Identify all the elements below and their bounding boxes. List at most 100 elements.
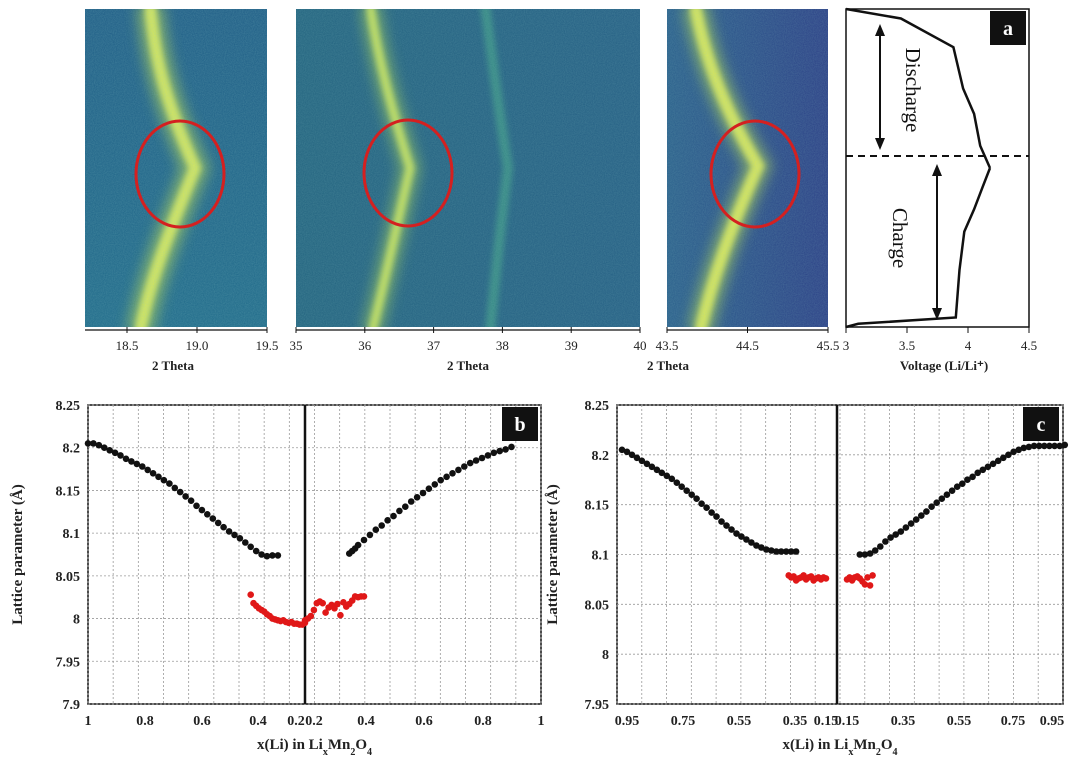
data-point-charge bbox=[928, 503, 935, 511]
x-axis-title: x(Li) in LixMn2O4 bbox=[257, 737, 372, 758]
heatmap-tick-label: 37 bbox=[427, 338, 441, 353]
data-point-charge bbox=[413, 494, 421, 501]
data-point-discharge bbox=[209, 515, 217, 522]
y-tick-label: 8.2 bbox=[63, 442, 81, 457]
data-point-charge bbox=[390, 512, 397, 520]
data-point-discharge bbox=[269, 552, 276, 559]
data-point-discharge bbox=[106, 447, 113, 454]
data-point-charge bbox=[1015, 446, 1022, 454]
data-point-discharge bbox=[101, 444, 108, 452]
heatmap-tick-label: 36 bbox=[358, 338, 372, 353]
data-point-charge bbox=[354, 541, 362, 549]
data-point-discharge bbox=[117, 452, 124, 459]
data-point-discharge bbox=[663, 472, 671, 480]
x-tick-label: 0.8 bbox=[474, 714, 492, 729]
data-point-charge bbox=[877, 543, 884, 550]
x-tick-label: 0.35 bbox=[891, 714, 916, 729]
data-point-discharge bbox=[758, 544, 765, 551]
data-point-discharge bbox=[718, 518, 725, 525]
data-point-discharge bbox=[242, 539, 249, 546]
data-point-discharge bbox=[258, 551, 265, 558]
panel-badge bbox=[502, 407, 538, 441]
heatmap-tick-label: 43.5 bbox=[656, 338, 679, 353]
data-point-charge bbox=[989, 460, 997, 468]
heatmap-tick-label: 40 bbox=[634, 338, 647, 353]
y-tick-label: 8.1 bbox=[592, 549, 610, 564]
data-point-charge bbox=[1061, 441, 1069, 449]
data-point-charge bbox=[979, 466, 987, 474]
data-point-discharge bbox=[623, 448, 631, 456]
data-point-discharge bbox=[733, 530, 740, 537]
data-point-charge-red bbox=[866, 582, 874, 589]
data-point-discharge bbox=[171, 484, 179, 492]
data-point-charge bbox=[938, 495, 946, 503]
data-point-charge bbox=[943, 491, 951, 499]
data-point-discharge bbox=[683, 487, 690, 495]
charge-arrow bbox=[932, 164, 942, 320]
y-tick-label: 8.2 bbox=[592, 449, 610, 464]
data-point-charge bbox=[918, 512, 925, 519]
xrd-heatmaps bbox=[85, 9, 828, 327]
data-point-charge bbox=[461, 463, 468, 470]
data-point-charge bbox=[964, 476, 971, 484]
x-tick-label: 0.15 bbox=[835, 714, 860, 729]
data-point-charge bbox=[472, 457, 480, 464]
data-point-charge bbox=[959, 480, 966, 488]
data-point-charge-red bbox=[864, 574, 871, 581]
data-point-discharge bbox=[708, 509, 715, 516]
data-point-charge bbox=[994, 457, 1002, 465]
panel-badge bbox=[1023, 407, 1059, 441]
discharge-arrow bbox=[875, 24, 885, 150]
panel-a-letter: a bbox=[1003, 18, 1013, 40]
x-tick-label: 0.2 bbox=[305, 714, 323, 729]
data-point-charge-red bbox=[360, 593, 368, 600]
data-point-discharge bbox=[703, 504, 710, 512]
data-point-discharge bbox=[728, 526, 735, 533]
heatmap-axis-title: 2 Theta bbox=[152, 358, 195, 373]
panel-letter: c bbox=[1037, 414, 1046, 436]
data-point-charge bbox=[437, 476, 445, 484]
voltage-ticks: 3 3.5 4 4.5 bbox=[843, 327, 1037, 353]
y-tick-label: 7.9 bbox=[63, 698, 81, 713]
y-tick-label: 8 bbox=[73, 613, 80, 628]
data-point-discharge bbox=[673, 479, 681, 487]
y-tick-label: 8.25 bbox=[56, 399, 81, 414]
data-point-discharge bbox=[111, 449, 119, 457]
data-point-charge bbox=[969, 473, 976, 481]
x-tick-label: 0.6 bbox=[193, 714, 211, 729]
data-point-discharge bbox=[128, 458, 135, 465]
x-tick-label: 0.4 bbox=[357, 714, 375, 729]
data-point-charge-red bbox=[861, 581, 869, 588]
data-point-discharge bbox=[231, 531, 238, 539]
heatmap-tick-label: 38 bbox=[496, 338, 509, 353]
data-point-discharge bbox=[668, 475, 676, 483]
data-point-discharge bbox=[160, 476, 168, 484]
data-point-discharge bbox=[713, 513, 720, 520]
highlight-circle-1 bbox=[134, 119, 226, 229]
data-point-discharge bbox=[139, 463, 146, 470]
y-axis-title: Lattice parameter (Å) bbox=[545, 484, 561, 625]
data-point-discharge bbox=[748, 539, 755, 546]
data-point-charge bbox=[484, 452, 492, 459]
heatmap-tick-label: 19.0 bbox=[186, 338, 209, 353]
data-point-charge bbox=[948, 487, 956, 495]
y-tick-label: 8.05 bbox=[56, 570, 81, 585]
data-point-discharge bbox=[193, 502, 200, 510]
data-point-charge bbox=[402, 503, 409, 511]
x-tick-label: 0.15 bbox=[814, 714, 839, 729]
heatmap-axis-title: 2 Theta bbox=[447, 358, 490, 373]
data-point-charge bbox=[396, 507, 403, 515]
data-point-charge-red bbox=[307, 612, 315, 620]
panel-a-badge bbox=[990, 11, 1026, 45]
data-point-discharge bbox=[678, 483, 685, 491]
data-point-charge bbox=[466, 459, 474, 467]
heatmap-tick-label: 19.5 bbox=[256, 338, 279, 353]
data-point-discharge bbox=[633, 454, 641, 462]
data-point-discharge bbox=[723, 522, 730, 529]
data-point-discharge bbox=[263, 552, 271, 560]
highlight-circle-2 bbox=[362, 118, 454, 228]
x-tick-label: 0.75 bbox=[671, 714, 696, 729]
data-point-charge bbox=[378, 522, 386, 529]
data-point-discharge bbox=[149, 470, 157, 477]
